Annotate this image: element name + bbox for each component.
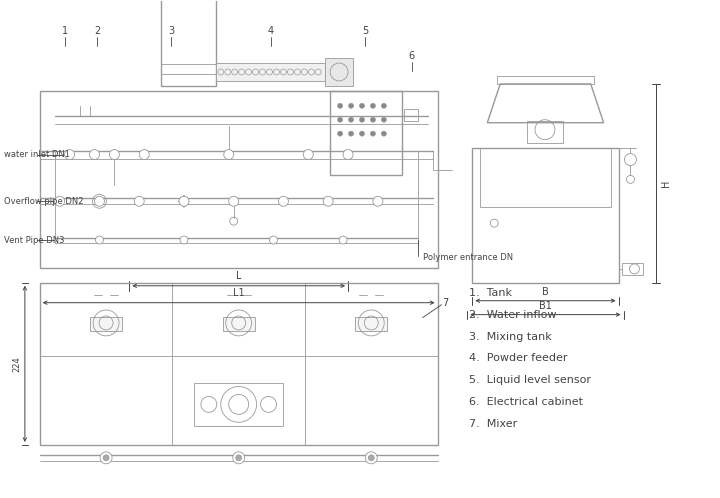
- Text: 3.  Mixing tank: 3. Mixing tank: [469, 332, 552, 342]
- Bar: [222, 317, 255, 331]
- Text: 4.  Powder feeder: 4. Powder feeder: [469, 354, 568, 364]
- Text: Vent Pipe DN3: Vent Pipe DN3: [4, 236, 65, 245]
- Circle shape: [134, 196, 144, 206]
- Bar: [40, 91, 438, 268]
- Text: H: H: [661, 180, 671, 187]
- Bar: [480, 147, 611, 207]
- Circle shape: [109, 149, 120, 159]
- Text: L: L: [236, 271, 241, 281]
- Circle shape: [100, 452, 112, 464]
- Bar: [194, 382, 284, 426]
- Bar: [40, 283, 438, 445]
- Bar: [472, 147, 618, 283]
- Bar: [356, 317, 387, 331]
- Text: Overflow pipe DN2: Overflow pipe DN2: [4, 197, 84, 206]
- Bar: [325, 58, 353, 86]
- Bar: [404, 109, 418, 121]
- Circle shape: [229, 196, 239, 206]
- Text: L1: L1: [233, 288, 245, 298]
- Circle shape: [139, 149, 149, 159]
- Circle shape: [348, 131, 354, 136]
- Circle shape: [94, 196, 104, 206]
- Text: 3: 3: [168, 26, 174, 36]
- Circle shape: [323, 196, 333, 206]
- Circle shape: [89, 149, 99, 159]
- Text: B: B: [542, 287, 549, 297]
- Text: 7.  Mixer: 7. Mixer: [469, 419, 518, 429]
- Circle shape: [279, 196, 289, 206]
- Text: 1.  Tank: 1. Tank: [469, 288, 513, 298]
- Circle shape: [371, 117, 375, 122]
- Circle shape: [65, 149, 75, 159]
- Text: 1: 1: [62, 26, 68, 36]
- Circle shape: [96, 236, 104, 244]
- Circle shape: [371, 103, 375, 108]
- Circle shape: [224, 149, 234, 159]
- Circle shape: [338, 117, 343, 122]
- Text: 2: 2: [94, 26, 101, 36]
- Circle shape: [626, 175, 634, 183]
- Circle shape: [382, 131, 387, 136]
- Text: 7: 7: [443, 298, 449, 308]
- Bar: [216, 63, 325, 81]
- Circle shape: [365, 452, 377, 464]
- Circle shape: [303, 149, 313, 159]
- Text: 224: 224: [12, 356, 21, 372]
- Circle shape: [233, 452, 245, 464]
- Circle shape: [179, 196, 189, 206]
- Circle shape: [269, 236, 277, 244]
- Circle shape: [103, 455, 109, 461]
- Circle shape: [339, 236, 347, 244]
- Text: 2.  Water inflow: 2. Water inflow: [469, 310, 557, 320]
- Circle shape: [382, 117, 387, 122]
- Circle shape: [369, 455, 374, 461]
- Circle shape: [348, 117, 354, 122]
- Circle shape: [371, 131, 375, 136]
- Circle shape: [348, 103, 354, 108]
- Circle shape: [382, 103, 387, 108]
- Text: Polymer entrance DN: Polymer entrance DN: [423, 253, 513, 262]
- Circle shape: [338, 103, 343, 108]
- Bar: [527, 121, 563, 142]
- Circle shape: [373, 196, 383, 206]
- Text: 4: 4: [267, 26, 274, 36]
- Text: water inlet DN1: water inlet DN1: [4, 150, 70, 159]
- Circle shape: [343, 149, 353, 159]
- Text: 5.  Liquid level sensor: 5. Liquid level sensor: [469, 375, 591, 385]
- Circle shape: [359, 103, 364, 108]
- Bar: [621, 263, 644, 275]
- Circle shape: [624, 153, 636, 165]
- Bar: [90, 317, 122, 331]
- Circle shape: [359, 117, 364, 122]
- Text: B1: B1: [539, 301, 552, 311]
- Circle shape: [180, 236, 188, 244]
- Bar: [161, 0, 216, 86]
- Circle shape: [338, 131, 343, 136]
- Bar: [330, 91, 402, 175]
- Bar: [498, 76, 594, 84]
- Circle shape: [235, 455, 242, 461]
- Circle shape: [55, 196, 65, 206]
- Circle shape: [359, 131, 364, 136]
- Text: 5: 5: [362, 26, 368, 36]
- Text: 6: 6: [409, 51, 415, 61]
- Text: 6.  Electrical cabinet: 6. Electrical cabinet: [469, 397, 583, 407]
